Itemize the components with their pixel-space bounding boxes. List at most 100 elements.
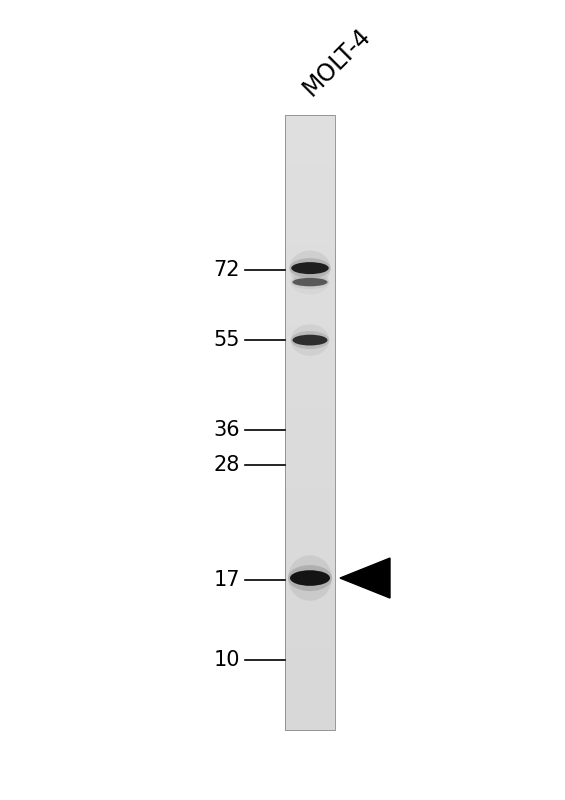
Bar: [285, 338, 335, 341]
Bar: [285, 308, 335, 310]
Bar: [285, 398, 335, 401]
Bar: [285, 365, 335, 368]
Bar: [285, 295, 335, 298]
Ellipse shape: [289, 258, 331, 278]
Bar: [285, 677, 335, 679]
Bar: [285, 265, 335, 267]
Bar: [285, 136, 335, 138]
Bar: [285, 720, 335, 722]
Bar: [285, 710, 335, 712]
Bar: [285, 173, 335, 175]
Bar: [285, 558, 335, 560]
Bar: [285, 531, 335, 534]
Bar: [285, 127, 335, 130]
Bar: [285, 262, 335, 266]
Bar: [285, 462, 335, 464]
Text: 55: 55: [214, 330, 240, 350]
Bar: [285, 562, 335, 565]
Bar: [285, 691, 335, 694]
Bar: [285, 673, 335, 675]
Text: MOLT-4: MOLT-4: [298, 23, 375, 100]
Bar: [285, 439, 335, 442]
Ellipse shape: [288, 555, 332, 601]
Bar: [285, 271, 335, 274]
Bar: [285, 164, 335, 167]
Bar: [285, 695, 335, 698]
Bar: [285, 269, 335, 271]
Bar: [285, 214, 335, 216]
Bar: [285, 119, 335, 122]
Bar: [285, 342, 335, 345]
Bar: [285, 242, 335, 245]
Bar: [285, 277, 335, 280]
Bar: [285, 474, 335, 476]
Bar: [285, 174, 335, 177]
Bar: [285, 632, 335, 634]
Bar: [285, 187, 335, 190]
Bar: [285, 370, 335, 372]
Bar: [285, 609, 335, 612]
Text: 36: 36: [214, 420, 240, 440]
Ellipse shape: [291, 270, 329, 294]
Bar: [285, 450, 335, 452]
Bar: [285, 630, 335, 632]
Bar: [285, 134, 335, 136]
Bar: [285, 494, 335, 497]
Bar: [285, 388, 335, 390]
Bar: [285, 228, 335, 230]
Bar: [285, 320, 335, 322]
Bar: [285, 683, 335, 686]
Bar: [285, 332, 335, 335]
Bar: [285, 206, 335, 208]
Bar: [285, 211, 335, 214]
Bar: [285, 458, 335, 460]
Bar: [285, 286, 335, 288]
Bar: [285, 652, 335, 654]
Bar: [285, 182, 335, 186]
Bar: [285, 505, 335, 507]
Bar: [285, 580, 335, 583]
Bar: [285, 576, 335, 579]
Bar: [285, 222, 335, 224]
Bar: [285, 304, 335, 306]
Bar: [285, 636, 335, 638]
Bar: [285, 658, 335, 661]
Bar: [285, 492, 335, 495]
Bar: [285, 509, 335, 511]
Bar: [285, 468, 335, 470]
Bar: [285, 363, 335, 366]
Bar: [285, 349, 335, 351]
Bar: [285, 718, 335, 720]
Bar: [285, 669, 335, 671]
Bar: [285, 597, 335, 599]
Bar: [285, 275, 335, 278]
Bar: [285, 230, 335, 233]
Bar: [285, 662, 335, 665]
Bar: [285, 273, 335, 275]
Ellipse shape: [293, 278, 328, 286]
Bar: [285, 589, 335, 591]
Bar: [285, 654, 335, 657]
Bar: [285, 435, 335, 438]
Bar: [285, 433, 335, 435]
Bar: [285, 177, 335, 179]
Text: 72: 72: [214, 260, 240, 280]
Bar: [285, 197, 335, 200]
Bar: [285, 218, 335, 220]
Bar: [285, 195, 335, 198]
Bar: [285, 560, 335, 562]
Bar: [285, 386, 335, 388]
Bar: [285, 345, 335, 347]
Bar: [285, 707, 335, 710]
Bar: [285, 185, 335, 187]
Text: 17: 17: [214, 570, 240, 590]
Bar: [285, 359, 335, 362]
Bar: [285, 714, 335, 716]
Bar: [285, 324, 335, 326]
Bar: [285, 618, 335, 620]
Bar: [285, 585, 335, 587]
Bar: [285, 150, 335, 153]
Bar: [285, 426, 335, 430]
Bar: [285, 138, 335, 140]
Bar: [285, 169, 335, 171]
